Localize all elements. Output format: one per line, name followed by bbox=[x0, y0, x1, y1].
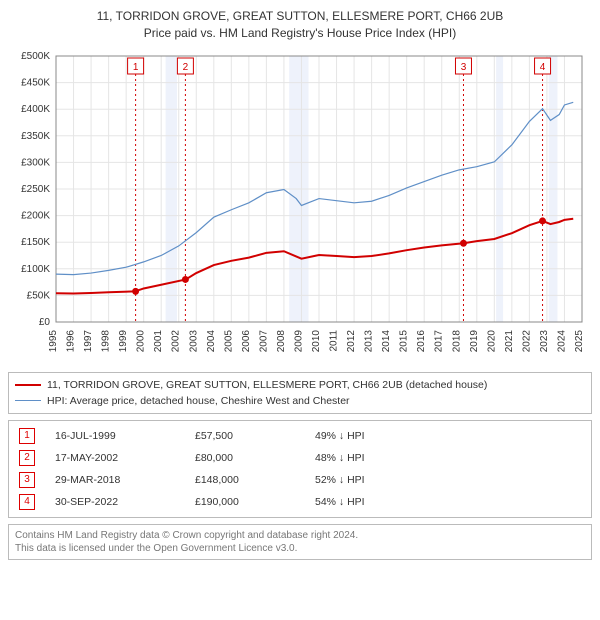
svg-text:4: 4 bbox=[540, 62, 546, 73]
svg-text:2004: 2004 bbox=[206, 329, 217, 352]
svg-text:2010: 2010 bbox=[311, 329, 322, 352]
svg-text:1995: 1995 bbox=[48, 329, 59, 352]
svg-text:2009: 2009 bbox=[293, 329, 304, 352]
sale-price: £190,000 bbox=[191, 491, 311, 513]
chart-title-block: 11, TORRIDON GROVE, GREAT SUTTON, ELLESM… bbox=[8, 8, 592, 42]
svg-text:2007: 2007 bbox=[258, 329, 269, 352]
attribution-footer: Contains HM Land Registry data © Crown c… bbox=[8, 524, 592, 560]
svg-text:2023: 2023 bbox=[539, 329, 550, 352]
footer-line-2: This data is licensed under the Open Gov… bbox=[15, 542, 585, 555]
svg-text:2: 2 bbox=[183, 62, 189, 73]
sale-vs-hpi: 52% ↓ HPI bbox=[311, 469, 585, 491]
table-row: 3 29-MAR-2018£148,00052% ↓ HPI bbox=[15, 469, 585, 491]
svg-text:£150K: £150K bbox=[21, 237, 50, 248]
svg-text:£200K: £200K bbox=[21, 210, 50, 221]
svg-text:2008: 2008 bbox=[276, 329, 287, 352]
table-row: 4 30-SEP-2022£190,00054% ↓ HPI bbox=[15, 491, 585, 513]
svg-text:1996: 1996 bbox=[66, 329, 77, 352]
svg-text:3: 3 bbox=[461, 62, 467, 73]
svg-text:£100K: £100K bbox=[21, 263, 50, 274]
sale-price: £57,500 bbox=[191, 425, 311, 447]
svg-text:1999: 1999 bbox=[118, 329, 129, 352]
legend-row: HPI: Average price, detached house, Ches… bbox=[15, 393, 585, 409]
table-row: 1 16-JUL-1999£57,50049% ↓ HPI bbox=[15, 425, 585, 447]
sale-price: £80,000 bbox=[191, 447, 311, 469]
svg-text:£250K: £250K bbox=[21, 184, 50, 195]
legend-row: 11, TORRIDON GROVE, GREAT SUTTON, ELLESM… bbox=[15, 377, 585, 393]
chart-container: £0 £50K £100K £150K £200K £250K £300K £350K £400… bbox=[8, 46, 592, 366]
sale-price: £148,000 bbox=[191, 469, 311, 491]
svg-text:2016: 2016 bbox=[416, 329, 427, 352]
svg-text:£450K: £450K bbox=[21, 77, 50, 88]
sale-marker-badge: 2 bbox=[19, 450, 35, 466]
svg-text:£400K: £400K bbox=[21, 104, 50, 115]
svg-text:2003: 2003 bbox=[188, 329, 199, 352]
sale-date: 17-MAY-2002 bbox=[51, 447, 191, 469]
svg-text:£350K: £350K bbox=[21, 130, 50, 141]
svg-text:2001: 2001 bbox=[153, 329, 164, 352]
svg-text:2025: 2025 bbox=[574, 329, 585, 352]
sale-date: 30-SEP-2022 bbox=[51, 491, 191, 513]
sale-marker-badge: 3 bbox=[19, 472, 35, 488]
footer-line-1: Contains HM Land Registry data © Crown c… bbox=[15, 529, 585, 542]
legend-label: 11, TORRIDON GROVE, GREAT SUTTON, ELLESM… bbox=[47, 379, 487, 391]
price-chart: £0 £50K £100K £150K £200K £250K £300K £350K £400… bbox=[8, 46, 592, 366]
svg-text:1998: 1998 bbox=[101, 329, 112, 352]
svg-text:2015: 2015 bbox=[399, 329, 410, 352]
svg-text:2019: 2019 bbox=[469, 329, 480, 352]
svg-text:2012: 2012 bbox=[346, 329, 357, 352]
svg-text:£300K: £300K bbox=[21, 157, 50, 168]
svg-text:£0: £0 bbox=[39, 317, 51, 328]
sale-vs-hpi: 48% ↓ HPI bbox=[311, 447, 585, 469]
sales-table: 1 16-JUL-1999£57,50049% ↓ HPI 2 17-MAY-2002… bbox=[8, 420, 592, 518]
legend-swatch bbox=[15, 384, 41, 386]
sale-date: 29-MAR-2018 bbox=[51, 469, 191, 491]
svg-text:2020: 2020 bbox=[486, 329, 497, 352]
table-row: 2 17-MAY-2002£80,00048% ↓ HPI bbox=[15, 447, 585, 469]
svg-text:1997: 1997 bbox=[83, 329, 94, 352]
svg-text:2011: 2011 bbox=[329, 329, 340, 351]
svg-text:2014: 2014 bbox=[381, 329, 392, 352]
svg-text:2006: 2006 bbox=[241, 329, 252, 352]
svg-text:2002: 2002 bbox=[171, 329, 182, 352]
svg-text:2022: 2022 bbox=[521, 329, 532, 352]
sale-date: 16-JUL-1999 bbox=[51, 425, 191, 447]
title-line-2: Price paid vs. HM Land Registry's House … bbox=[8, 25, 592, 42]
svg-text:£50K: £50K bbox=[27, 290, 51, 301]
svg-text:2017: 2017 bbox=[434, 329, 445, 352]
sale-vs-hpi: 54% ↓ HPI bbox=[311, 491, 585, 513]
svg-text:1: 1 bbox=[133, 62, 139, 73]
legend-swatch bbox=[15, 400, 41, 401]
legend-box: 11, TORRIDON GROVE, GREAT SUTTON, ELLESM… bbox=[8, 372, 592, 414]
title-line-1: 11, TORRIDON GROVE, GREAT SUTTON, ELLESM… bbox=[8, 8, 592, 25]
legend-label: HPI: Average price, detached house, Ches… bbox=[47, 395, 350, 407]
sale-marker-badge: 4 bbox=[19, 494, 35, 510]
svg-text:2018: 2018 bbox=[451, 329, 462, 352]
svg-text:2005: 2005 bbox=[223, 329, 234, 352]
sale-marker-badge: 1 bbox=[19, 428, 35, 444]
svg-text:2000: 2000 bbox=[136, 329, 147, 352]
svg-text:2024: 2024 bbox=[556, 329, 567, 352]
svg-text:2013: 2013 bbox=[364, 329, 375, 352]
sale-vs-hpi: 49% ↓ HPI bbox=[311, 425, 585, 447]
svg-text:2021: 2021 bbox=[504, 329, 515, 352]
svg-text:£500K: £500K bbox=[21, 51, 50, 62]
